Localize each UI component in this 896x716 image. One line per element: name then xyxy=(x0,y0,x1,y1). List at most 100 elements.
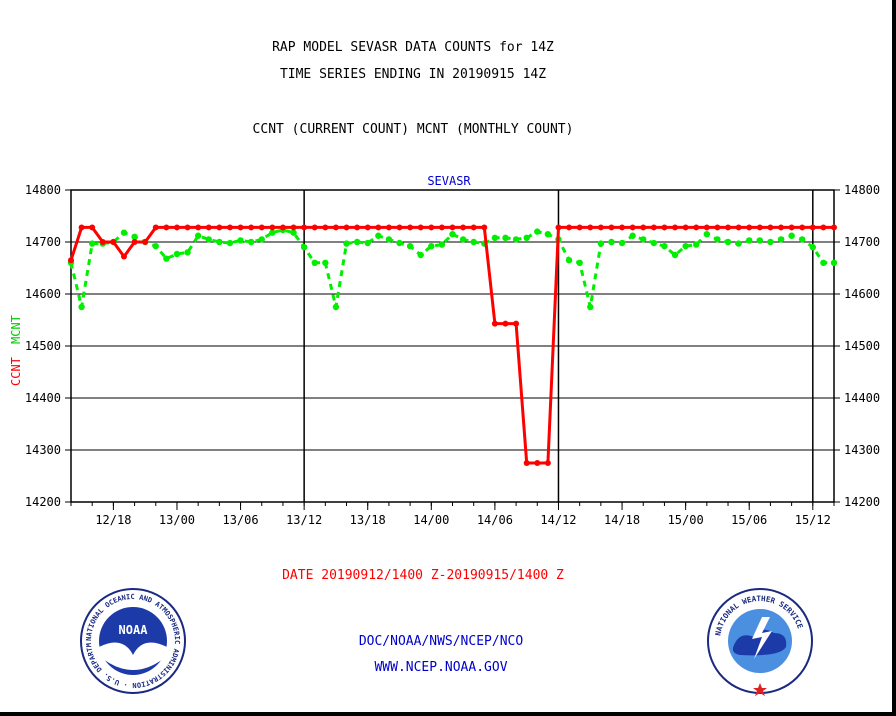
ccnt-point xyxy=(89,224,96,231)
mcnt-point xyxy=(512,236,520,243)
mcnt-point xyxy=(78,303,85,311)
mcnt-point xyxy=(428,242,435,250)
ccnt-point xyxy=(120,253,127,260)
mcnt-point xyxy=(364,239,371,247)
ccnt-point xyxy=(332,224,339,231)
mcnt-point xyxy=(120,229,128,236)
mcnt-point xyxy=(406,242,414,250)
ccnt-point xyxy=(226,224,233,231)
ccnt-point xyxy=(173,224,180,231)
y-tick-label-left: 14800 xyxy=(25,183,61,197)
chart-title-line2: TIME SERIES ENDING IN 20190915 14Z xyxy=(280,67,546,82)
ccnt-point xyxy=(269,224,276,231)
nws-cloud-icon xyxy=(732,629,787,656)
mcnt-point xyxy=(820,259,827,266)
mcnt-point xyxy=(343,240,350,247)
ccnt-point xyxy=(152,224,159,231)
org-link[interactable]: DOC/NOAA/NWS/NCEP/NCO xyxy=(359,634,524,649)
mcnt-point xyxy=(534,228,541,235)
mcnt-point xyxy=(311,259,318,266)
mcnt-point xyxy=(152,242,159,250)
x-tick-label: 15/00 xyxy=(668,513,704,527)
ccnt-point xyxy=(693,224,700,231)
nws-lightning-icon xyxy=(752,617,772,659)
website-link[interactable]: WWW.NCEP.NOAA.GOV xyxy=(374,660,507,675)
ccnt-point xyxy=(619,224,626,231)
x-tick-label: 14/18 xyxy=(604,513,640,527)
mcnt-point xyxy=(194,232,202,239)
mcnt-point xyxy=(597,240,605,247)
nws-logo[interactable]: NATIONAL WEATHER SERVICE xyxy=(707,588,813,696)
ccnt-point xyxy=(809,224,816,231)
mcnt-point xyxy=(830,259,838,266)
mcnt-point xyxy=(247,238,255,246)
ccnt-point xyxy=(725,224,732,231)
mcnt-point xyxy=(470,238,477,246)
ccnt-point xyxy=(195,224,202,231)
mcnt-point xyxy=(682,242,689,250)
noaa-bird-icon xyxy=(99,642,167,670)
ccnt-point xyxy=(523,460,530,466)
ccnt-point xyxy=(279,224,286,231)
mcnt-point xyxy=(173,250,181,258)
ccnt-point xyxy=(650,224,657,231)
bottom-border xyxy=(0,712,896,716)
ccnt-point xyxy=(672,224,679,231)
mcnt-point xyxy=(661,242,668,250)
ccnt-point xyxy=(301,224,308,231)
ccnt-point xyxy=(831,224,837,231)
mcnt-point xyxy=(353,238,361,246)
y-tick-label-left: 14200 xyxy=(25,495,61,509)
ccnt-point xyxy=(513,320,520,327)
ccnt-point xyxy=(385,224,392,231)
mcnt-point xyxy=(396,239,403,247)
mcnt-point xyxy=(523,234,530,242)
ccnt-point xyxy=(248,224,255,231)
y-tick-label-right: 14500 xyxy=(844,339,880,353)
x-tick-label: 13/12 xyxy=(286,513,322,527)
ccnt-point xyxy=(449,224,456,231)
mcnt-point xyxy=(777,236,785,243)
ccnt-point xyxy=(438,224,445,231)
ccnt-point xyxy=(290,224,297,231)
ccnt-point xyxy=(640,224,647,231)
noaa-logo[interactable]: NATIONAL OCEANIC AND ATMOSPHERIC ADMINIS… xyxy=(80,588,186,694)
mcnt-point xyxy=(809,244,817,251)
mcnt-point xyxy=(714,236,721,243)
x-tick-label: 12/18 xyxy=(95,513,131,527)
ccnt-point xyxy=(375,224,382,231)
x-tick-label: 14/00 xyxy=(413,513,449,527)
x-tick-label: 13/06 xyxy=(222,513,258,527)
ccnt-point xyxy=(502,320,509,327)
mcnt-point xyxy=(618,239,626,247)
mcnt-point xyxy=(608,238,615,246)
mcnt-point xyxy=(767,238,774,246)
mcnt-point xyxy=(385,236,393,243)
x-tick-label: 13/18 xyxy=(350,513,386,527)
mcnt-point xyxy=(629,232,636,239)
noaa-center-text: NOAA xyxy=(119,623,149,637)
ccnt-point xyxy=(788,224,795,231)
ccnt-point xyxy=(460,224,467,231)
ccnt-point xyxy=(820,224,827,231)
x-tick-label: 14/06 xyxy=(477,513,513,527)
mcnt-point xyxy=(788,232,795,239)
ccnt-point xyxy=(311,224,318,231)
nws-star-icon xyxy=(753,683,767,696)
y-tick-label-right: 14600 xyxy=(844,287,880,301)
mcnt-point xyxy=(491,234,499,242)
mcnt-point xyxy=(587,303,594,311)
date-range-label: DATE 20190912/1400 Z-20190915/1400 Z xyxy=(282,568,564,583)
ccnt-point xyxy=(544,460,551,466)
chart-subtitle: CCNT (CURRENT COUNT) MCNT (MONTHLY COUNT… xyxy=(253,122,574,137)
ccnt-point xyxy=(216,224,223,231)
mcnt-point xyxy=(693,241,700,248)
ccnt-point xyxy=(205,224,212,231)
mcnt-point xyxy=(735,240,742,247)
y-tick-label-right: 14400 xyxy=(844,391,880,405)
ccnt-point xyxy=(714,224,721,231)
ccnt-point xyxy=(354,224,361,231)
mcnt-point xyxy=(226,239,234,247)
